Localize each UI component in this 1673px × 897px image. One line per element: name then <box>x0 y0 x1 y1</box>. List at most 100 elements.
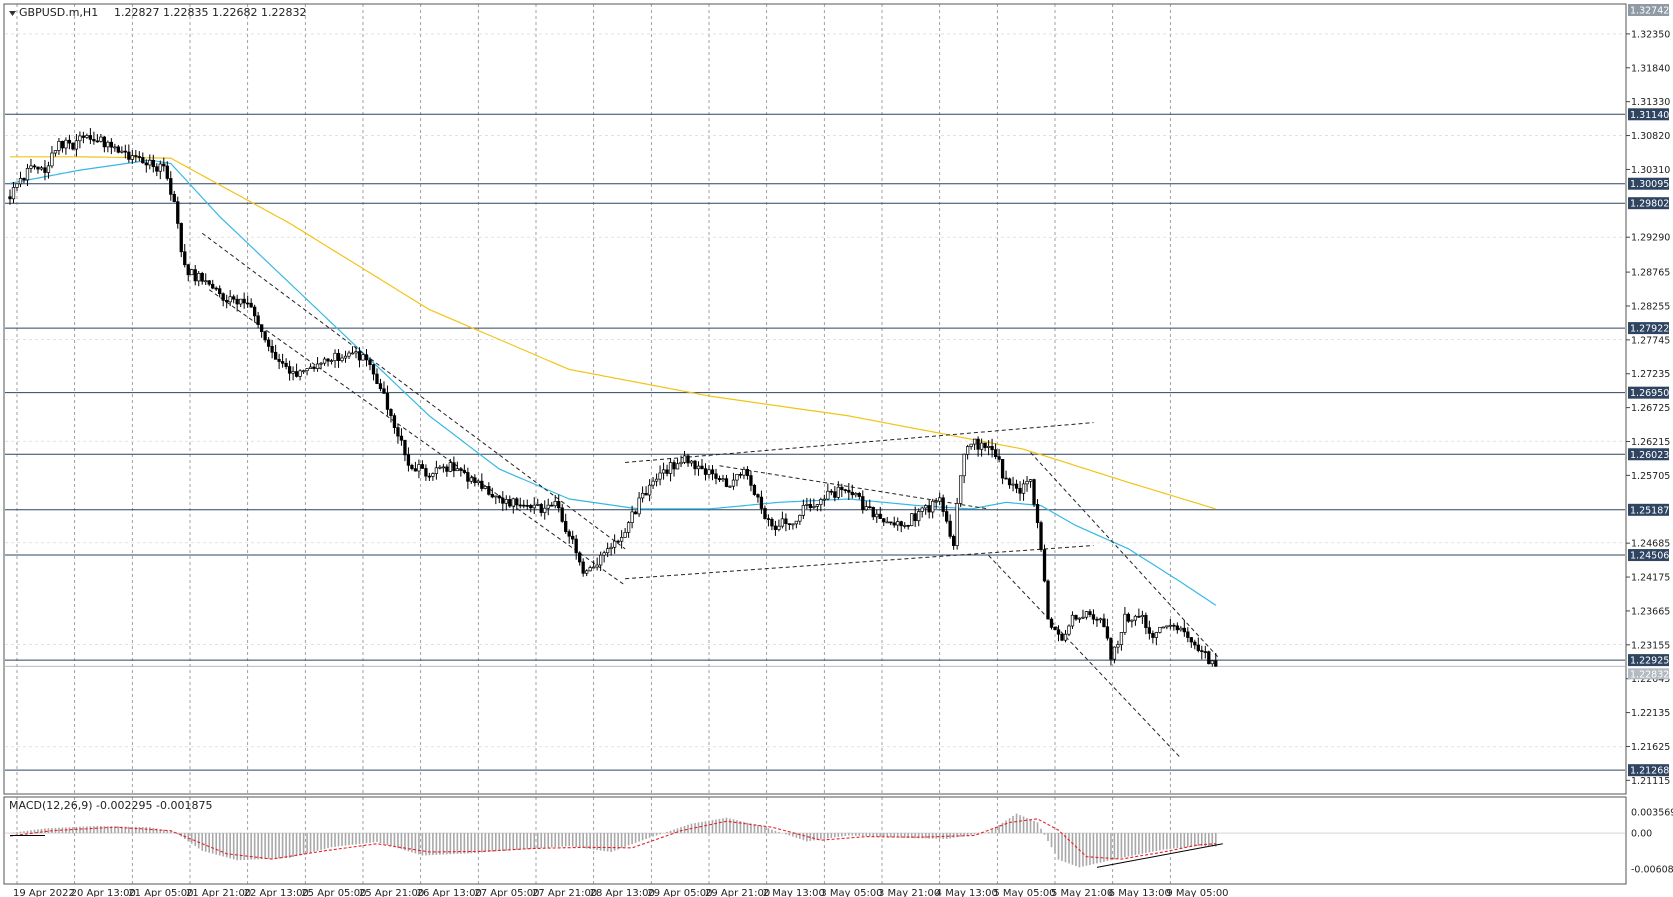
candle-body <box>794 520 799 525</box>
candle-body <box>1140 614 1145 618</box>
candle-body <box>190 269 194 276</box>
candle-body <box>717 478 722 481</box>
candle-body <box>462 470 466 473</box>
candle-body <box>74 140 79 150</box>
candle-body <box>861 496 865 511</box>
candle-body <box>214 287 218 290</box>
level-label: 1.29802 <box>1630 199 1669 210</box>
candle-body <box>993 449 998 457</box>
candle-body <box>127 151 131 160</box>
candle-body <box>609 546 613 550</box>
price-tick-label: 1.21625 <box>1631 742 1670 753</box>
candle-body <box>287 366 292 374</box>
price-tick-label: 1.31330 <box>1631 97 1670 108</box>
candle-body <box>759 496 764 509</box>
candle-body <box>651 480 655 486</box>
candle-body <box>1018 487 1022 494</box>
time-tick-label: 6 May 13:00 <box>1109 888 1171 897</box>
candle-body <box>1116 644 1120 648</box>
candle-body <box>1081 616 1085 619</box>
candle-body <box>1063 633 1068 641</box>
candle-body <box>1014 483 1019 489</box>
candle-body <box>235 298 239 305</box>
candle-body <box>812 506 816 508</box>
candle-body <box>350 352 355 355</box>
candle-body <box>847 489 851 493</box>
candle-body <box>515 498 519 506</box>
candle-body <box>162 163 166 167</box>
candle-body <box>81 135 86 138</box>
candle-body <box>599 554 603 566</box>
candle-body <box>46 165 51 173</box>
candle-body <box>504 499 508 504</box>
candle-body <box>78 135 82 142</box>
candle-body <box>354 351 358 354</box>
candle-body <box>43 167 47 173</box>
candle-body <box>225 300 229 303</box>
candle-body <box>724 478 729 487</box>
candle-body <box>1028 479 1033 482</box>
candle-body <box>752 484 757 495</box>
candle-body <box>1133 615 1138 621</box>
candle-body <box>298 370 302 377</box>
candle-body <box>1161 626 1166 629</box>
candle-body <box>612 540 617 548</box>
level-label: 1.31140 <box>1630 110 1669 121</box>
candle-body <box>689 460 694 464</box>
candle-body <box>301 370 306 373</box>
candle-body <box>1084 611 1089 618</box>
level-label: 1.27922 <box>1630 324 1669 335</box>
candle-body <box>1039 522 1043 550</box>
candle-body <box>931 500 935 513</box>
macd-signal-line <box>9 818 1216 860</box>
candle-body <box>805 503 809 506</box>
candle-body <box>1151 633 1155 638</box>
candle-body <box>955 503 959 546</box>
candle-body <box>525 504 529 507</box>
candle-body <box>917 511 921 522</box>
candle-body <box>619 537 624 542</box>
candle-body <box>896 521 900 526</box>
moving-average-fast <box>9 159 1217 606</box>
candle-body <box>567 531 571 537</box>
candle-body <box>22 177 26 181</box>
candle-body <box>1091 614 1096 620</box>
candle-body <box>364 354 369 361</box>
price-tick-label: 1.22645 <box>1631 674 1670 685</box>
candle-body <box>246 302 250 305</box>
level-label-bg <box>1628 108 1669 121</box>
candle-body <box>1210 660 1214 665</box>
candle-body <box>1193 641 1197 646</box>
candle-body <box>494 495 498 498</box>
moving-average-slow <box>10 156 1216 510</box>
time-tick-label: 29 Apr 05:00 <box>647 888 712 897</box>
candle-body <box>602 552 606 556</box>
candle-body <box>745 468 750 476</box>
candle-body <box>99 136 103 142</box>
candle-body <box>403 439 407 456</box>
candle-body <box>1214 660 1218 667</box>
candle-body <box>854 493 858 496</box>
candle-body <box>95 140 100 143</box>
price-tick-label: 1.27235 <box>1631 369 1670 380</box>
price-tick-label: 1.29290 <box>1631 233 1670 244</box>
candle-body <box>438 466 442 469</box>
macd-axis-label: 0.00 <box>1631 829 1652 840</box>
level-label: 1.26023 <box>1630 450 1669 461</box>
candle-body <box>703 468 708 475</box>
candle-body <box>1168 624 1172 627</box>
candle-body <box>427 475 432 478</box>
candle-body <box>183 251 187 266</box>
candle-body <box>889 521 893 524</box>
candle-body <box>721 478 725 481</box>
candle-body <box>207 280 211 285</box>
candle-body <box>633 511 638 515</box>
candle-body <box>186 264 190 276</box>
symbol-dropdown-icon[interactable] <box>9 11 16 16</box>
time-tick-label: 9 May 05:00 <box>1166 888 1228 897</box>
trendline <box>625 544 1094 580</box>
candle-body <box>948 520 952 537</box>
candle-body <box>508 499 512 507</box>
candle-body <box>511 498 515 507</box>
